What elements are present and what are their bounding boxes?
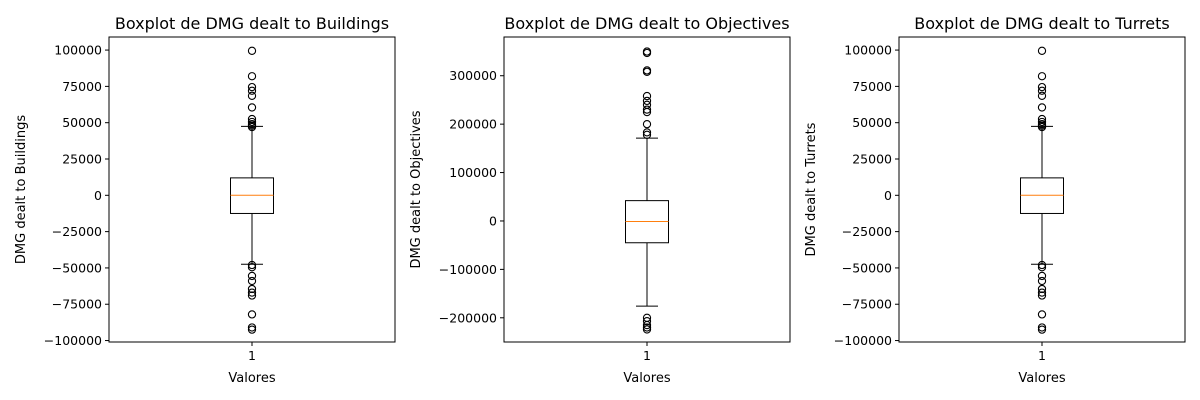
- outlier-point: [247, 82, 257, 92]
- outlier-point: [1037, 117, 1047, 127]
- outlier-point: [1037, 122, 1047, 132]
- outlier-point: [642, 325, 652, 334]
- y-tick-label: 25000: [62, 152, 102, 167]
- outlier-point: [642, 107, 652, 117]
- outlier-point: [642, 48, 652, 58]
- outlier-point: [1037, 284, 1047, 294]
- outlier-point: [247, 276, 257, 286]
- chart-title: Boxplot de DMG dealt to Turrets: [914, 14, 1169, 33]
- y-tick-label: 75000: [62, 79, 102, 94]
- chart-title: Boxplot de DMG dealt to Objectives: [504, 14, 789, 33]
- outlier-point: [247, 288, 257, 297]
- outlier-point: [247, 117, 257, 127]
- outlier-point: [1037, 103, 1047, 112]
- outlier-point: [247, 46, 257, 55]
- y-axis-label: DMG dealt to Turrets: [804, 122, 819, 256]
- y-tick-label: −100000: [439, 262, 497, 277]
- y-tick-label: 200000: [449, 117, 497, 132]
- chart-1: Boxplot de DMG dealt to Buildings 100000 7…: [14, 14, 396, 386]
- outlier-point: [247, 91, 257, 100]
- outlier-point: [642, 105, 652, 114]
- outlier-point: [1037, 263, 1047, 272]
- outlier-point: [1037, 276, 1047, 286]
- y-tick-label: 50000: [62, 115, 102, 130]
- outlier-point: [1037, 91, 1047, 100]
- outlier-point: [247, 103, 257, 112]
- outlier-point: [642, 96, 652, 106]
- x-tick-label: 1: [248, 348, 256, 363]
- outlier-point: [247, 122, 257, 132]
- y-tick-label: −100000: [834, 333, 892, 348]
- outlier-point: [247, 325, 257, 334]
- outlier-point: [247, 291, 257, 300]
- y-tick-label: −50000: [842, 260, 892, 275]
- y-tick-label: −200000: [439, 310, 497, 325]
- chart-2: Boxplot de DMG dealt to Objectives 300000…: [409, 14, 791, 386]
- y-tick-label: −50000: [52, 260, 102, 275]
- outlier-point: [247, 284, 257, 294]
- chart-3: Boxplot de DMG dealt to Turrets 100000 750…: [804, 14, 1186, 386]
- y-tick-label: 0: [94, 188, 102, 203]
- y-axis-label: DMG dealt to Buildings: [14, 115, 29, 264]
- outlier-point: [642, 317, 652, 326]
- outlier-point: [1037, 82, 1047, 92]
- outlier-point: [1037, 291, 1047, 300]
- outlier-point: [247, 114, 257, 124]
- outlier-point: [247, 72, 257, 81]
- y-tick-label: 300000: [449, 68, 497, 83]
- outlier-point: [1037, 325, 1047, 334]
- y-tick-label: 50000: [852, 115, 892, 130]
- y-tick-label: −25000: [842, 224, 892, 239]
- outlier-point: [1037, 310, 1047, 319]
- y-tick-label: −100000: [44, 333, 102, 348]
- outlier-point: [247, 263, 257, 272]
- outlier-point: [1037, 46, 1047, 55]
- outlier-point: [642, 320, 652, 330]
- x-axis-label: Valores: [228, 371, 275, 386]
- y-tick-label: −75000: [842, 297, 892, 312]
- outlier-point: [1037, 260, 1047, 270]
- chart-title: Boxplot de DMG dealt to Buildings: [115, 14, 389, 33]
- outlier-point: [247, 260, 257, 270]
- y-axis-label: DMG dealt to Objectives: [409, 110, 424, 268]
- x-tick-label: 1: [643, 348, 651, 363]
- outlier-point: [1037, 114, 1047, 124]
- outlier-point: [1037, 323, 1047, 332]
- y-tick-label: −75000: [52, 297, 102, 312]
- x-tick-label: 1: [1038, 348, 1046, 363]
- outlier-point: [642, 91, 652, 101]
- outlier-point: [642, 130, 652, 139]
- outlier-point: [1037, 288, 1047, 297]
- y-tick-label: 100000: [844, 43, 892, 58]
- outlier-point: [247, 86, 257, 95]
- outlier-point: [642, 67, 652, 77]
- outlier-point: [247, 271, 257, 281]
- y-tick-label: 0: [884, 188, 892, 203]
- y-tick-label: 0: [489, 213, 497, 228]
- outlier-point: [247, 323, 257, 332]
- outlier-point: [1037, 86, 1047, 95]
- y-tick-label: 75000: [852, 79, 892, 94]
- x-axis-label: Valores: [1018, 371, 1065, 386]
- outlier-point: [1037, 271, 1047, 281]
- x-axis-label: Valores: [623, 371, 670, 386]
- y-tick-label: 25000: [852, 152, 892, 167]
- outlier-point: [642, 128, 652, 137]
- y-tick-label: 100000: [54, 43, 102, 58]
- outlier-point: [1037, 72, 1047, 81]
- y-tick-label: 100000: [449, 165, 497, 180]
- outlier-point: [247, 310, 257, 319]
- y-tick-label: −25000: [52, 224, 102, 239]
- outlier-point: [642, 119, 652, 129]
